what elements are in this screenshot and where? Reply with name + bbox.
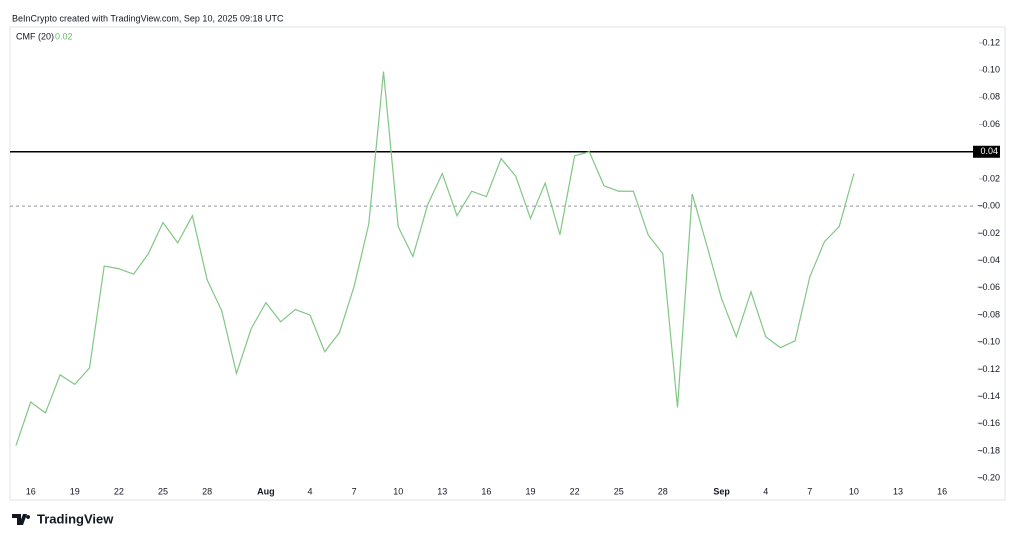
x-tick-label: 7 [352,486,357,496]
price-label: 0.04 [980,146,998,156]
x-tick-label: 22 [570,486,580,496]
x-tick-label: Aug [257,486,275,496]
x-tick-label: 10 [849,486,859,496]
logo-icon [12,514,31,525]
y-tick-label: 0.06 [982,119,1000,129]
y-tick-label: 0.10 [982,65,1000,75]
x-tick-label: 7 [807,486,812,496]
x-tick-label: 16 [937,486,947,496]
indicator-value: 0.02 [55,31,73,41]
x-tick-label: Sep [713,486,730,496]
y-tick-label: −0.12 [977,364,1000,374]
series-line [15,71,855,446]
y-tick-label: −0.14 [977,391,1000,401]
x-tick-label: 16 [481,486,491,496]
x-tick-label: 28 [202,486,212,496]
y-tick-label: −0.18 [977,445,1000,455]
x-tick-label: 22 [114,486,124,496]
price-label-box [973,145,1000,158]
y-tick-label: 0.08 [982,92,1000,102]
indicator-name: CMF (20) [16,31,54,41]
chart-frame [9,26,1006,501]
y-tick-label: −0.16 [977,418,1000,428]
x-tick-label: 25 [614,486,624,496]
x-tick-label: 28 [658,486,668,496]
logo-text: TradingView [37,511,114,526]
x-tick-label: 25 [158,486,168,496]
x-tick-label: 16 [26,486,36,496]
x-tick-label: 13 [893,486,903,496]
y-tick-label: −0.08 [977,309,1000,319]
y-tick-label: −0.06 [977,282,1000,292]
x-tick-label: 4 [307,486,312,496]
x-tick-label: 13 [437,486,447,496]
y-tick-label: 0.12 [982,37,1000,47]
y-tick-label: 0.02 [982,173,1000,183]
y-tick-label: −0.02 [977,228,1000,238]
x-tick-label: 19 [70,486,80,496]
y-tick-label: −0.10 [977,337,1000,347]
header: BeInCrypto created with TradingView.com,… [12,13,284,23]
x-tick-label: 4 [763,486,768,496]
y-tick-label: −0.20 [977,473,1000,483]
x-tick-label: 10 [393,486,403,496]
y-tick-label: −0.04 [977,255,1000,265]
y-tick-label: −0.00 [977,201,1000,211]
x-tick-label: 19 [525,486,535,496]
logo: TradingView [12,511,114,526]
